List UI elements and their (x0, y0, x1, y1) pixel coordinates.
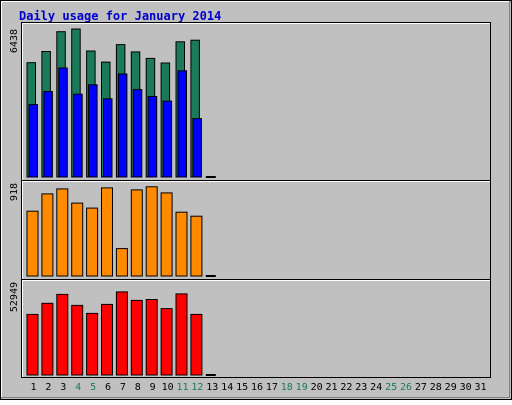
x-tick-label-day-6: 6 (105, 382, 111, 393)
x-tick-label-day-7: 7 (120, 382, 126, 393)
bar-middle-series1-day-5 (86, 207, 99, 277)
bar-middle-series1-day-10 (160, 192, 173, 277)
x-tick-label-day-13: 13 (206, 382, 218, 393)
bar-top-series2-day-6 (103, 98, 113, 178)
x-tick-label-day-29: 29 (445, 382, 457, 393)
bar-bottom-series1-day-10 (160, 308, 173, 376)
x-tick-label-day-15: 15 (236, 382, 248, 393)
bar-bottom-series1-day-12 (190, 313, 203, 376)
bar-bottom-series1-day-7 (115, 291, 128, 376)
bars-layer (26, 28, 216, 376)
bar-middle-series1-day-1 (26, 210, 39, 277)
today-marker-middle (205, 275, 216, 277)
x-tick-label-day-18: 18 (281, 382, 293, 393)
x-tick-label-day-10: 10 (162, 382, 174, 393)
axis-max-label-top: 6438 (9, 29, 20, 53)
x-tick-label-day-27: 27 (415, 382, 427, 393)
x-tick-label-day-26: 26 (400, 382, 412, 393)
x-tick-label-day-8: 8 (135, 382, 141, 393)
today-marker-top (205, 176, 216, 178)
bar-bottom-series1-day-5 (86, 312, 99, 376)
bar-bottom-series1-day-2 (41, 302, 54, 376)
bar-bottom-series1-day-4 (71, 304, 84, 376)
x-tick-label-day-20: 20 (311, 382, 323, 393)
bar-bottom-series1-day-9 (145, 299, 158, 376)
x-tick-label-day-22: 22 (340, 382, 352, 393)
x-tick-label-day-17: 17 (266, 382, 278, 393)
bar-top-series2-day-8 (132, 89, 143, 178)
bar-top-series2-day-9 (147, 96, 158, 178)
x-tick-label-day-4: 4 (75, 382, 81, 393)
x-tick-label-day-11: 11 (176, 382, 188, 393)
bar-middle-series1-day-12 (190, 215, 203, 277)
bar-top-series2-day-7 (117, 73, 128, 178)
bar-middle-series1-day-8 (130, 189, 143, 277)
x-tick-label-day-1: 1 (30, 382, 36, 393)
bar-middle-series1-day-4 (71, 202, 84, 277)
x-tick-label-day-24: 24 (370, 382, 382, 393)
x-tick-label-day-30: 30 (460, 382, 472, 393)
x-tick-label-day-21: 21 (325, 382, 337, 393)
x-tick-label-day-5: 5 (90, 382, 96, 393)
today-marker-bottom (205, 374, 216, 376)
bar-middle-series1-day-11 (175, 211, 188, 277)
bar-bottom-series1-day-6 (101, 303, 113, 376)
bar-top-series2-day-2 (43, 91, 53, 178)
chart-title: Daily usage for January 2014 (19, 9, 221, 23)
x-tick-label-day-14: 14 (221, 382, 233, 393)
bar-bottom-series1-day-8 (130, 299, 143, 376)
x-tick-label-day-23: 23 (355, 382, 367, 393)
x-tick-label-day-19: 19 (296, 382, 308, 393)
x-tick-label-day-3: 3 (60, 382, 66, 393)
bar-middle-series1-day-7 (115, 248, 128, 277)
bar-middle-series1-day-9 (145, 186, 158, 277)
x-tick-label-day-28: 28 (430, 382, 442, 393)
bar-top-series2-day-10 (162, 100, 173, 178)
x-tick-label-day-12: 12 (191, 382, 203, 393)
bar-top-series2-day-4 (73, 93, 83, 178)
bar-bottom-series1-day-3 (56, 293, 69, 376)
x-tick-label-day-2: 2 (45, 382, 51, 393)
bar-bottom-series1-day-1 (26, 313, 39, 376)
bar-bottom-series1-day-11 (175, 293, 188, 376)
axis-max-label-bottom: 52949 (9, 282, 20, 312)
bar-middle-series1-day-6 (101, 187, 113, 277)
bar-middle-series1-day-3 (56, 188, 69, 277)
bar-middle-series1-day-2 (41, 193, 54, 277)
bar-top-series2-day-1 (28, 104, 38, 178)
bar-top-series2-day-5 (88, 84, 98, 178)
x-tick-label-day-16: 16 (251, 382, 263, 393)
x-tick-label-day-25: 25 (385, 382, 397, 393)
x-tick-label-day-9: 9 (150, 382, 156, 393)
bar-top-series2-day-12 (192, 118, 202, 178)
bar-top-series2-day-3 (58, 67, 68, 178)
x-tick-label-day-31: 31 (474, 382, 486, 393)
plot-area (21, 22, 491, 378)
bar-top-series2-day-11 (177, 70, 187, 178)
axis-max-label-middle: 918 (9, 183, 20, 201)
